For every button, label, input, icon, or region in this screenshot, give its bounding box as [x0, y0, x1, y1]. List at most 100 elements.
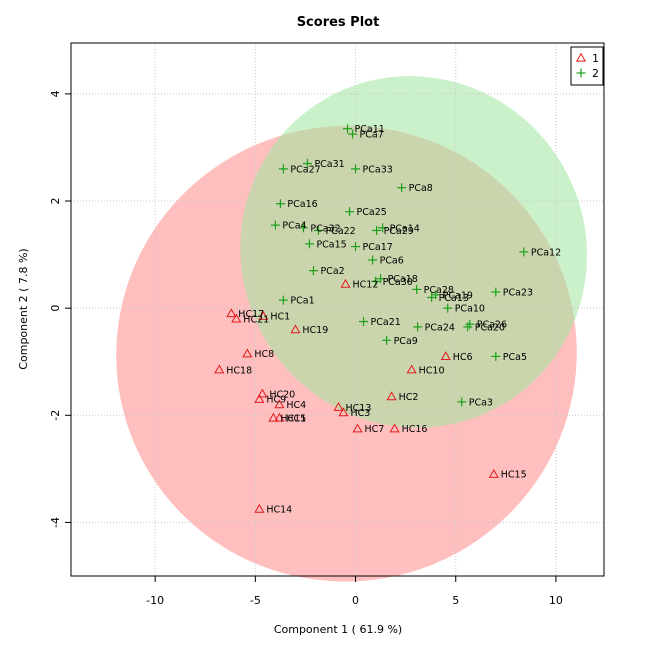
point-HC8 — [242, 348, 253, 358]
point-label-PCa5: PCa5 — [503, 352, 527, 363]
point-PCa2 — [308, 266, 318, 276]
point-label-HC12: HC12 — [353, 280, 379, 291]
point-label-PCa23: PCa23 — [503, 288, 533, 299]
point-label-PCa11: PCa11 — [355, 124, 385, 135]
point-label-HC7: HC7 — [365, 424, 385, 435]
x-tick-label: 10 — [549, 594, 563, 607]
point-PCa14 — [378, 223, 388, 233]
point-PCa30 — [371, 276, 381, 286]
point-PCa1 — [278, 295, 288, 305]
point-label-HC6: HC6 — [453, 352, 473, 363]
point-PCa11 — [343, 124, 353, 134]
point-PCa10 — [443, 303, 453, 313]
point-PCa12 — [519, 247, 529, 257]
point-PCa26 — [465, 319, 475, 329]
point-HC3 — [338, 407, 349, 417]
point-PCa29 — [372, 225, 382, 235]
point-label-PCa4: PCa4 — [282, 221, 306, 232]
point-PCa24 — [413, 322, 423, 332]
point-PCa9 — [382, 335, 392, 345]
point-label-HC15: HC15 — [501, 470, 527, 481]
point-PCa15 — [304, 239, 314, 249]
point-label-HC13: HC13 — [346, 403, 372, 414]
point-PCa28 — [412, 284, 422, 294]
point-label-PCa14: PCa14 — [390, 223, 420, 234]
point-HC2 — [386, 391, 397, 401]
point-label-PCa27: PCa27 — [290, 164, 320, 175]
point-label-HC16: HC16 — [402, 424, 428, 435]
point-label-HC11: HC11 — [280, 413, 306, 424]
legend-label-2: 2 — [592, 67, 599, 80]
point-labels: HC1 HC2 HC3 HC4 HC5 HC6 HC7 HC8 HC9 HC10 HC11 HC12 H… — [226, 124, 561, 515]
point-label-PCa24: PCa24 — [425, 322, 455, 333]
point-PCa7 — [348, 129, 358, 139]
x-tick-label: 5 — [452, 594, 459, 607]
point-label-PCa2: PCa2 — [320, 266, 344, 277]
point-HC20 — [257, 388, 268, 398]
point-PCa27 — [278, 164, 288, 174]
point-label-PCa6: PCa6 — [380, 255, 404, 266]
point-HC10 — [406, 364, 417, 374]
point-label-PCa26: PCa26 — [477, 320, 507, 331]
x-tick-label: -5 — [250, 594, 261, 607]
point-HC1 — [258, 310, 269, 320]
grid-lines — [71, 43, 604, 576]
point-HC13 — [333, 402, 344, 411]
point-HC7 — [352, 423, 363, 433]
point-HC18 — [214, 364, 225, 374]
legend: 12 — [570, 46, 604, 86]
point-label-HC18: HC18 — [226, 365, 252, 376]
point-PCa21 — [359, 317, 369, 327]
point-label-HC19: HC19 — [302, 325, 328, 336]
point-label-HC8: HC8 — [254, 349, 274, 360]
point-PCa8 — [397, 183, 407, 193]
point-label-PCa16: PCa16 — [287, 199, 317, 210]
point-PCa3 — [457, 397, 467, 407]
x-axis-label: Component 1 ( 61.9 %) — [274, 623, 402, 636]
point-label-PCa30: PCa30 — [383, 277, 413, 288]
point-label-PCa1: PCa1 — [290, 296, 314, 307]
point-PCa16 — [275, 199, 285, 209]
point-HC15 — [488, 469, 499, 478]
point-PCa19 — [431, 290, 441, 300]
point-label-HC10: HC10 — [419, 365, 445, 376]
point-label-PCa10: PCa10 — [455, 304, 485, 315]
point-label-HC21: HC21 — [243, 314, 269, 325]
point-label-PCa32: PCa32 — [310, 223, 340, 234]
point-PCa22 — [313, 225, 323, 235]
point-label-PCa18: PCa18 — [388, 274, 418, 285]
point-PCa5 — [491, 351, 501, 361]
point-PCa18 — [376, 274, 386, 284]
point-HC17 — [226, 308, 237, 318]
y-tick-label: -4 — [49, 517, 62, 528]
data-points — [214, 124, 529, 513]
x-tick-label: 0 — [352, 594, 359, 607]
point-label-HC14: HC14 — [266, 505, 292, 516]
point-PCa23 — [491, 287, 501, 297]
point-label-HC3: HC3 — [351, 408, 371, 419]
point-label-PCa22: PCa22 — [325, 226, 355, 237]
y-tick-label: 0 — [49, 305, 62, 312]
legend-label-1: 1 — [592, 52, 599, 65]
legend-marker-1 — [575, 52, 587, 62]
point-PCa25 — [345, 207, 355, 217]
point-label-PCa28: PCa28 — [424, 285, 454, 296]
point-HC14 — [254, 503, 265, 513]
point-label-PCa31: PCa31 — [314, 159, 344, 170]
point-label-PCa13: PCa13 — [439, 293, 469, 304]
point-label-PCa12: PCa12 — [531, 247, 561, 258]
point-label-PCa8: PCa8 — [409, 183, 433, 194]
point-PCa31 — [302, 159, 312, 169]
point-label-HC4: HC4 — [286, 400, 306, 411]
point-label-PCa29: PCa29 — [384, 226, 414, 237]
point-HC6 — [440, 351, 451, 361]
point-label-PCa25: PCa25 — [357, 207, 387, 218]
point-label-PCa7: PCa7 — [360, 130, 384, 141]
point-HC11 — [268, 412, 279, 422]
point-label-PCa19: PCa19 — [443, 290, 473, 301]
point-label-PCa21: PCa21 — [371, 317, 401, 328]
y-tick-label: -2 — [49, 410, 62, 421]
point-HC4 — [274, 399, 285, 409]
